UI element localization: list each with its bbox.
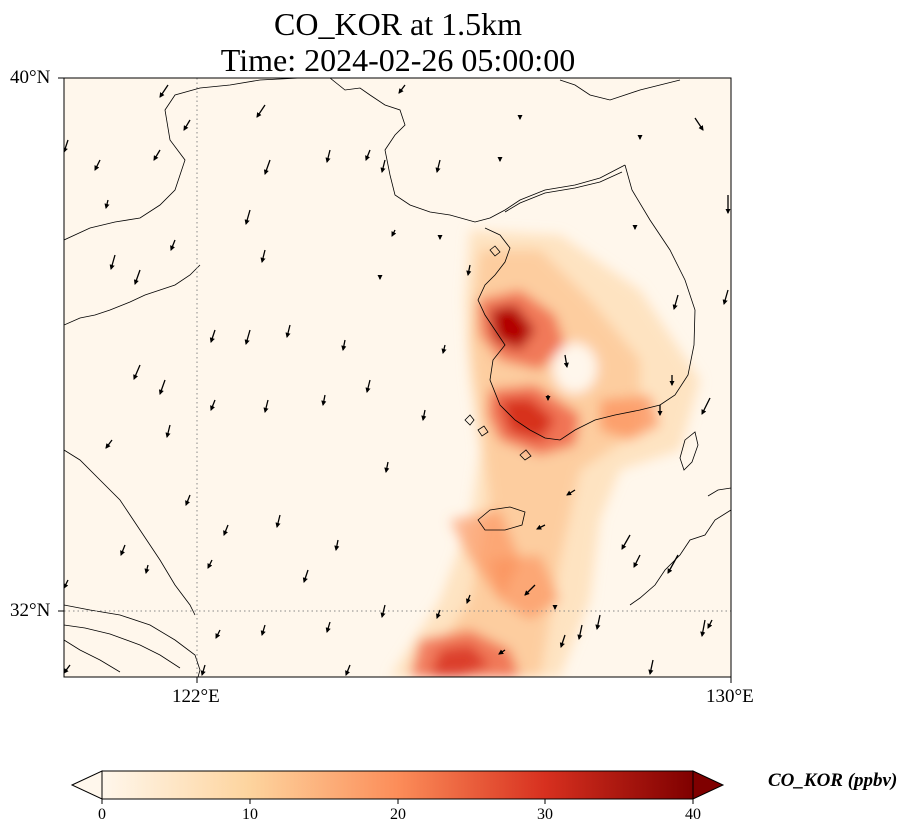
wind-arrow — [648, 659, 654, 676]
wind-arrow — [64, 139, 69, 153]
colorbar-tick-20: 20 — [390, 806, 406, 823]
wind-arrow — [536, 524, 546, 530]
wind-arrow — [263, 159, 271, 175]
wind-arrow — [263, 399, 269, 414]
map-title: CO_KOR at 1.5km — [274, 6, 522, 42]
wind-arrow — [144, 564, 150, 575]
colorbar-tick-10: 10 — [242, 806, 258, 823]
colorbar-tick-40: 40 — [685, 806, 701, 823]
wind-arrow — [105, 439, 113, 449]
colorbar-tick-30: 30 — [537, 806, 553, 823]
wind-arrow — [694, 117, 704, 131]
wind-arrow — [345, 664, 351, 676]
wind-arrow — [559, 634, 566, 648]
wind-arrow — [380, 604, 386, 619]
wind-arrow — [436, 609, 441, 619]
wind-arrow — [215, 629, 221, 639]
wind-vectors — [64, 84, 731, 676]
wind-arrow — [64, 579, 69, 589]
wind-arrow — [244, 329, 251, 345]
graticule — [64, 78, 731, 677]
wind-arrow — [380, 159, 386, 174]
wind-arrow — [170, 239, 176, 251]
wind-arrow — [94, 159, 101, 171]
lat-label-40: 40°N — [10, 67, 51, 88]
lat-label-32: 32°N — [10, 600, 51, 621]
wind-arrow — [466, 264, 472, 277]
coastlines — [64, 78, 731, 677]
wind-arrow — [260, 249, 266, 264]
wind-arrow — [341, 339, 347, 352]
wind-arrow — [207, 559, 213, 569]
wind-arrow — [441, 344, 447, 355]
lon-label-122: 122°E — [172, 686, 220, 707]
wind-arrow — [200, 664, 206, 676]
wind-arrow — [153, 149, 161, 161]
colorbar-label: CO_KOR (ppbv) — [768, 770, 898, 791]
wind-arrow — [260, 624, 266, 636]
map-frame — [63, 77, 732, 678]
wind-arrow — [165, 424, 171, 439]
wind-arrow — [64, 664, 71, 674]
colorbar-tick-0: 0 — [98, 806, 106, 823]
wind-arrow — [391, 229, 397, 237]
wind-arrow — [104, 199, 110, 210]
wind-arrow — [183, 119, 191, 131]
wind-arrow — [633, 554, 641, 568]
wind-arrow — [325, 621, 331, 633]
wind-arrow — [398, 84, 406, 94]
wind-arrow — [302, 569, 309, 583]
wind-arrow — [158, 379, 166, 395]
wind-arrow — [722, 289, 729, 305]
colorbar — [70, 770, 725, 804]
concentration-field — [390, 230, 700, 677]
wind-arrow — [321, 394, 327, 407]
wind-arrow — [498, 649, 506, 655]
wind-arrow — [133, 364, 141, 380]
wind-arrow — [701, 397, 711, 415]
wind-arrow — [384, 461, 390, 474]
wind-arrow — [210, 399, 216, 411]
wind-arrow — [275, 514, 281, 529]
wind-arrow — [185, 494, 191, 506]
wind-arrow — [435, 159, 441, 174]
wind-arrow — [672, 294, 679, 310]
wind-arrow — [566, 489, 576, 496]
wind-arrow — [109, 254, 116, 270]
wind-arrow — [524, 584, 536, 596]
wind-arrow — [285, 324, 291, 339]
wind-arrow — [667, 554, 679, 574]
map-time: Time: 2024-02-26 05:00:00 — [220, 42, 576, 78]
wind-arrow — [466, 594, 471, 604]
wind-arrow — [365, 379, 371, 394]
wind-arrow — [209, 329, 216, 343]
wind-arrow — [244, 209, 251, 225]
wind-arrow — [621, 534, 631, 550]
wind-arrow — [334, 539, 340, 552]
lon-label-130: 130°E — [706, 686, 754, 707]
wind-arrow — [577, 624, 583, 641]
wind-arrow — [223, 524, 229, 536]
wind-arrow — [707, 619, 713, 629]
wind-arrow — [700, 619, 706, 638]
wind-arrow — [563, 354, 569, 369]
wind-arrow — [421, 409, 427, 422]
wind-arrow — [256, 104, 266, 118]
wind-arrow — [120, 544, 126, 556]
wind-arrow — [595, 614, 601, 631]
wind-arrow — [365, 149, 371, 161]
wind-arrow — [325, 149, 331, 164]
wind-arrow — [159, 84, 169, 98]
wind-arrow — [133, 269, 141, 285]
